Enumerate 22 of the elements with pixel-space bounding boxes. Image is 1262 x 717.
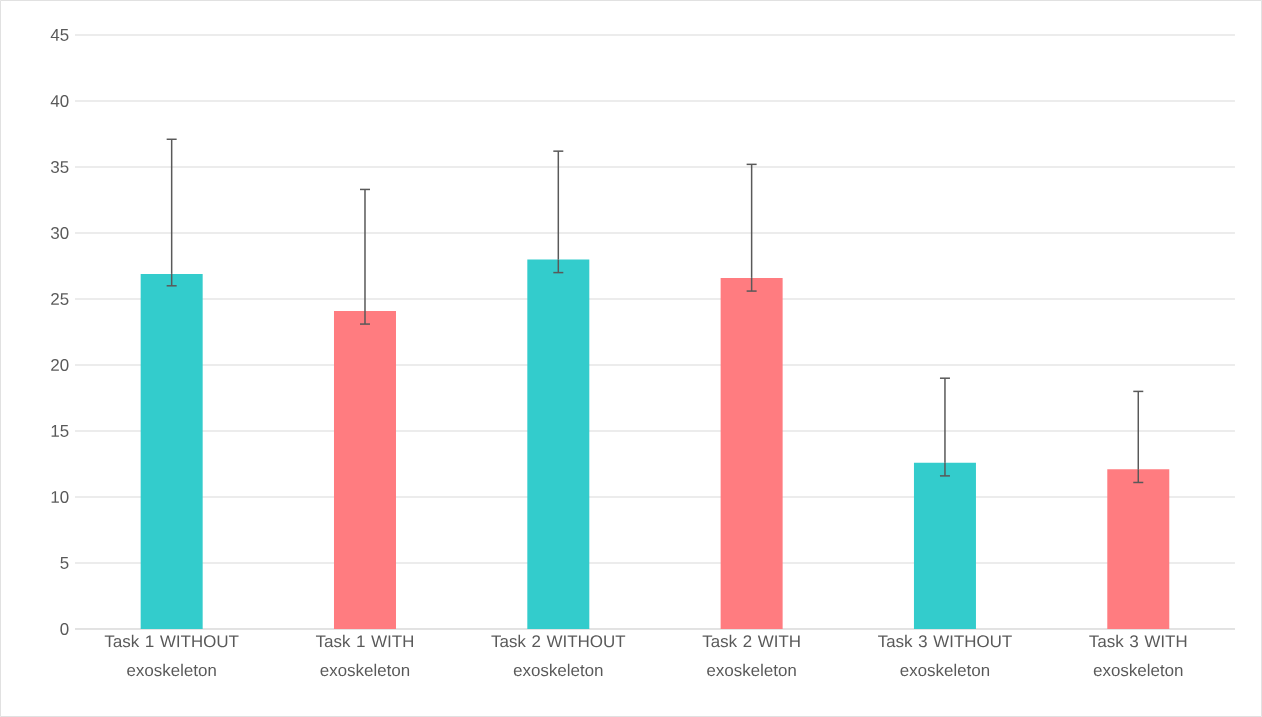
x-tick-label: Task 3 WITH exoskeleton (1089, 634, 1187, 677)
y-tick-label: 15 (51, 425, 69, 437)
y-tick-label: 5 (60, 557, 69, 569)
y-tick-label: 25 (51, 293, 69, 305)
y-tick-label: 0 (60, 623, 69, 635)
y-tick-label: 20 (51, 359, 69, 371)
y-tick-label: 40 (50, 95, 69, 107)
bar (333, 310, 396, 629)
x-tick-label: Task 2 WITH exoskeleton (702, 634, 800, 677)
y-tick-label: 30 (50, 227, 69, 239)
x-tick-label: Task 2 WITHOUT exoskeleton (491, 634, 626, 677)
bar (1107, 469, 1170, 629)
bar (140, 273, 203, 629)
bar (913, 462, 976, 629)
bar (720, 277, 783, 629)
bar (527, 259, 590, 629)
x-tick-label: Task 3 WITHOUT exoskeleton (878, 634, 1012, 677)
y-tick-label: 45 (50, 29, 69, 41)
x-tick-label: Task 1 WITH exoskeleton (315, 634, 413, 677)
y-tick-label: 10 (51, 491, 69, 503)
y-tick-label: 35 (50, 161, 69, 173)
x-tick-label: Task 1 WITHOUT exoskeleton (104, 634, 239, 677)
